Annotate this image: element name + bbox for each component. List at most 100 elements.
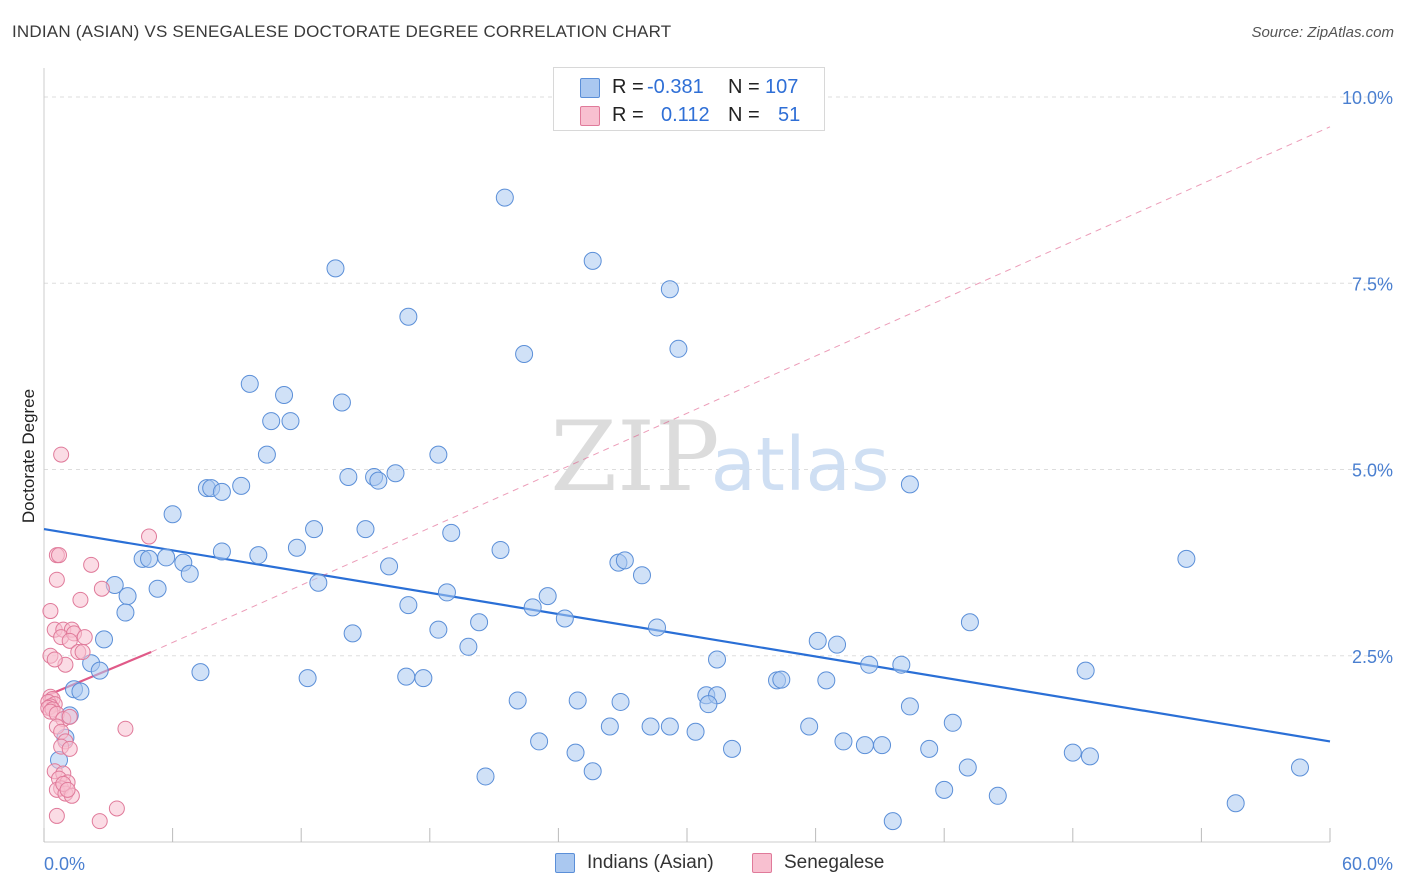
legend-swatch-indians (580, 78, 600, 98)
point-indians (611, 692, 630, 711)
point-indians (386, 464, 405, 483)
point-senegalese (48, 571, 65, 588)
point-indians (287, 538, 306, 557)
point-indians (397, 667, 416, 686)
point-indians (309, 573, 328, 592)
point-indians (892, 655, 911, 674)
stats-legend: R = -0.381 N = 107 R = 0.112 N = 51 (553, 67, 825, 131)
legend-r-label: R = (612, 103, 644, 126)
point-indians (240, 374, 259, 393)
point-indians (356, 520, 375, 539)
series-label-indians: Indians (Asian) (587, 852, 714, 873)
point-indians (817, 671, 836, 690)
point-senegalese (93, 580, 110, 597)
point-indians (118, 587, 137, 606)
point-indians (298, 669, 317, 688)
point-senegalese (141, 528, 158, 545)
point-indians (555, 609, 574, 628)
point-indians (326, 259, 345, 278)
source-label: Source: ZipAtlas.com (1251, 24, 1394, 41)
point-senegalese (117, 720, 134, 737)
point-senegalese (51, 547, 68, 564)
point-indians (808, 631, 827, 650)
point-senegalese (61, 740, 78, 757)
point-indians (399, 307, 418, 326)
point-indians (380, 557, 399, 576)
y-tick-label: 5.0% (1352, 461, 1393, 481)
point-indians (568, 691, 587, 710)
point-indians (343, 624, 362, 643)
point-indians (491, 540, 510, 559)
y-tick-label: 10.0% (1342, 88, 1393, 108)
trend-line-indians (43, 528, 1331, 743)
point-indians (1226, 794, 1245, 813)
legend-row-indians: R = -0.381 N = 107 (554, 73, 824, 101)
watermark-atlas: atlas (711, 422, 890, 508)
point-senegalese (61, 708, 78, 725)
point-indians (1063, 743, 1082, 762)
point-senegalese (42, 603, 59, 620)
x-tick-label: 60.0% (1342, 854, 1393, 874)
y-tick-label: 7.5% (1352, 274, 1393, 294)
point-indians (71, 682, 90, 701)
point-indians (958, 758, 977, 777)
point-indians (860, 655, 879, 674)
point-indians (1177, 549, 1196, 568)
point-indians (275, 386, 294, 404)
point-indians (90, 661, 109, 680)
point-indians (1290, 758, 1309, 777)
point-indians (508, 691, 527, 710)
point-indians (855, 736, 874, 755)
point-senegalese (108, 800, 125, 817)
point-senegalese (91, 813, 108, 830)
point-indians (116, 603, 135, 622)
point-indians (459, 637, 478, 656)
point-indians (834, 732, 853, 751)
series-legend-senegalese: Senegalese (752, 852, 884, 874)
legend-n-value: 51 (778, 103, 801, 126)
point-senegalese (72, 591, 89, 608)
point-indians (530, 732, 549, 751)
point-indians (148, 579, 167, 598)
point-indians (163, 505, 182, 524)
point-indians (883, 812, 902, 831)
point-indians (583, 762, 602, 781)
point-indians (339, 467, 358, 486)
series-label-senegalese: Senegalese (784, 852, 885, 873)
point-indians (900, 475, 919, 494)
point-indians (399, 596, 418, 615)
point-indians (437, 583, 456, 602)
point-indians (772, 670, 791, 689)
watermark-zip: ZIP (550, 401, 719, 513)
legend-row-senegalese: R = 0.112 N = 51 (554, 101, 824, 129)
point-indians (369, 471, 388, 490)
point-senegalese (83, 556, 100, 573)
tick-labels: 2.5% 5.0% 7.5% 10.0% 0.0% 60.0% (44, 88, 1393, 874)
point-indians (600, 717, 619, 736)
point-indians (429, 445, 448, 464)
point-indians (212, 542, 231, 561)
point-indians (566, 743, 585, 762)
point-senegalese (48, 807, 65, 824)
series-legend-indians: Indians (Asian) (555, 852, 714, 874)
point-indians (476, 767, 495, 786)
point-indians (140, 549, 159, 568)
point-indians (800, 717, 819, 736)
point-indians (442, 523, 461, 542)
point-indians (1076, 661, 1095, 680)
point-indians (212, 482, 231, 501)
x-tick-label: 0.0% (44, 854, 85, 874)
point-indians (660, 717, 679, 736)
point-indians (960, 613, 979, 632)
point-indians (249, 546, 268, 565)
point-senegalese (53, 446, 70, 463)
point-indians (180, 564, 199, 583)
point-senegalese (61, 632, 78, 649)
point-indians (900, 697, 919, 716)
point-indians (686, 722, 705, 741)
point-indians (935, 780, 954, 799)
chart-title: INDIAN (ASIAN) VS SENEGALESE DOCTORATE D… (12, 22, 672, 41)
trend-line-senegalese-extension (150, 126, 1331, 653)
point-indians (232, 476, 251, 495)
